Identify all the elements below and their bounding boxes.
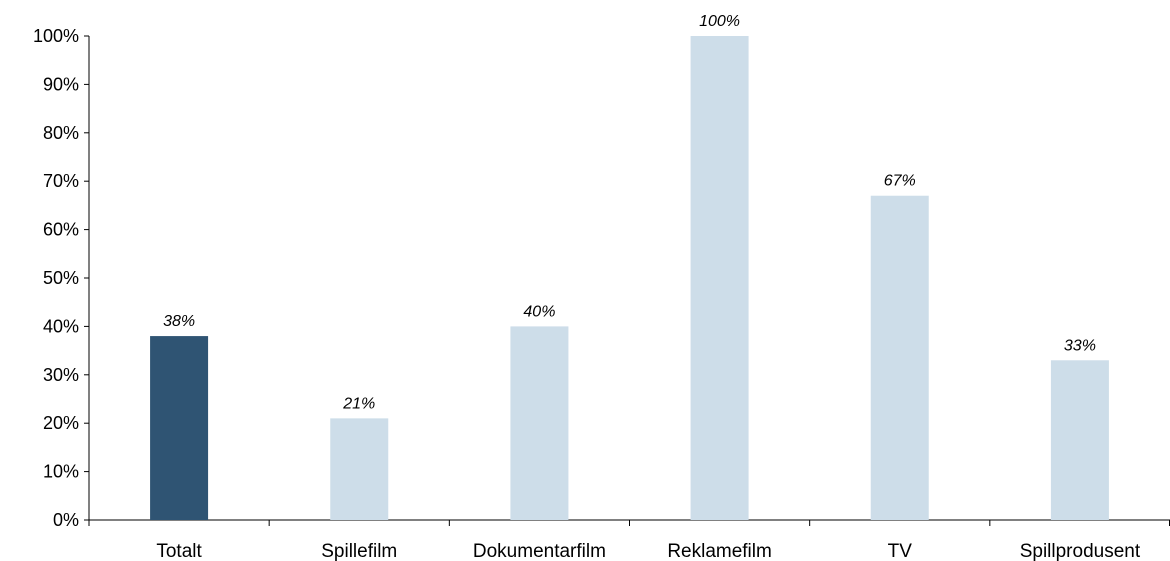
bar-value-label: 40% bbox=[523, 303, 555, 320]
y-tick-label: 60% bbox=[43, 220, 79, 240]
x-axis: Totalt Spillefilm Dokumentarfilm Reklamefil… bbox=[88, 519, 1170, 561]
bar-value-label: 67% bbox=[884, 173, 916, 190]
y-axis: 0% 10% 20% 30% 40% 50% 60% 70% 80% 90% 100% bbox=[33, 26, 90, 530]
y-tick-label: 70% bbox=[43, 171, 79, 191]
bar bbox=[150, 336, 209, 520]
bar-value-label: 100% bbox=[699, 13, 740, 30]
x-category-label: Spillefilm bbox=[321, 541, 397, 561]
x-category-label: Spillprodusent bbox=[1020, 541, 1141, 561]
x-category-label: Totalt bbox=[156, 541, 202, 561]
y-tick-label: 20% bbox=[43, 413, 79, 433]
y-tick-label: 100% bbox=[33, 26, 79, 46]
bars bbox=[150, 36, 1109, 520]
bar-value-label: 21% bbox=[342, 395, 375, 412]
data-labels: 38% 21% 40% 100% 67% 33% bbox=[163, 13, 1096, 412]
x-category-label: Reklamefilm bbox=[667, 541, 772, 561]
bar bbox=[690, 36, 749, 520]
y-tick-label: 40% bbox=[43, 316, 79, 336]
y-tick-label: 80% bbox=[43, 123, 79, 143]
bar bbox=[330, 418, 389, 520]
y-tick-label: 0% bbox=[53, 510, 79, 530]
bar bbox=[510, 326, 569, 520]
bar bbox=[1050, 360, 1109, 520]
y-tick-label: 50% bbox=[43, 268, 79, 288]
y-tick-label: 30% bbox=[43, 365, 79, 385]
bar-value-label: 33% bbox=[1064, 337, 1096, 354]
x-category-label: TV bbox=[888, 541, 913, 561]
y-tick-label: 10% bbox=[43, 462, 79, 482]
bar-value-label: 38% bbox=[163, 313, 195, 330]
y-tick-label: 90% bbox=[43, 74, 79, 94]
bar bbox=[870, 195, 929, 520]
x-category-label: Dokumentarfilm bbox=[473, 541, 606, 561]
